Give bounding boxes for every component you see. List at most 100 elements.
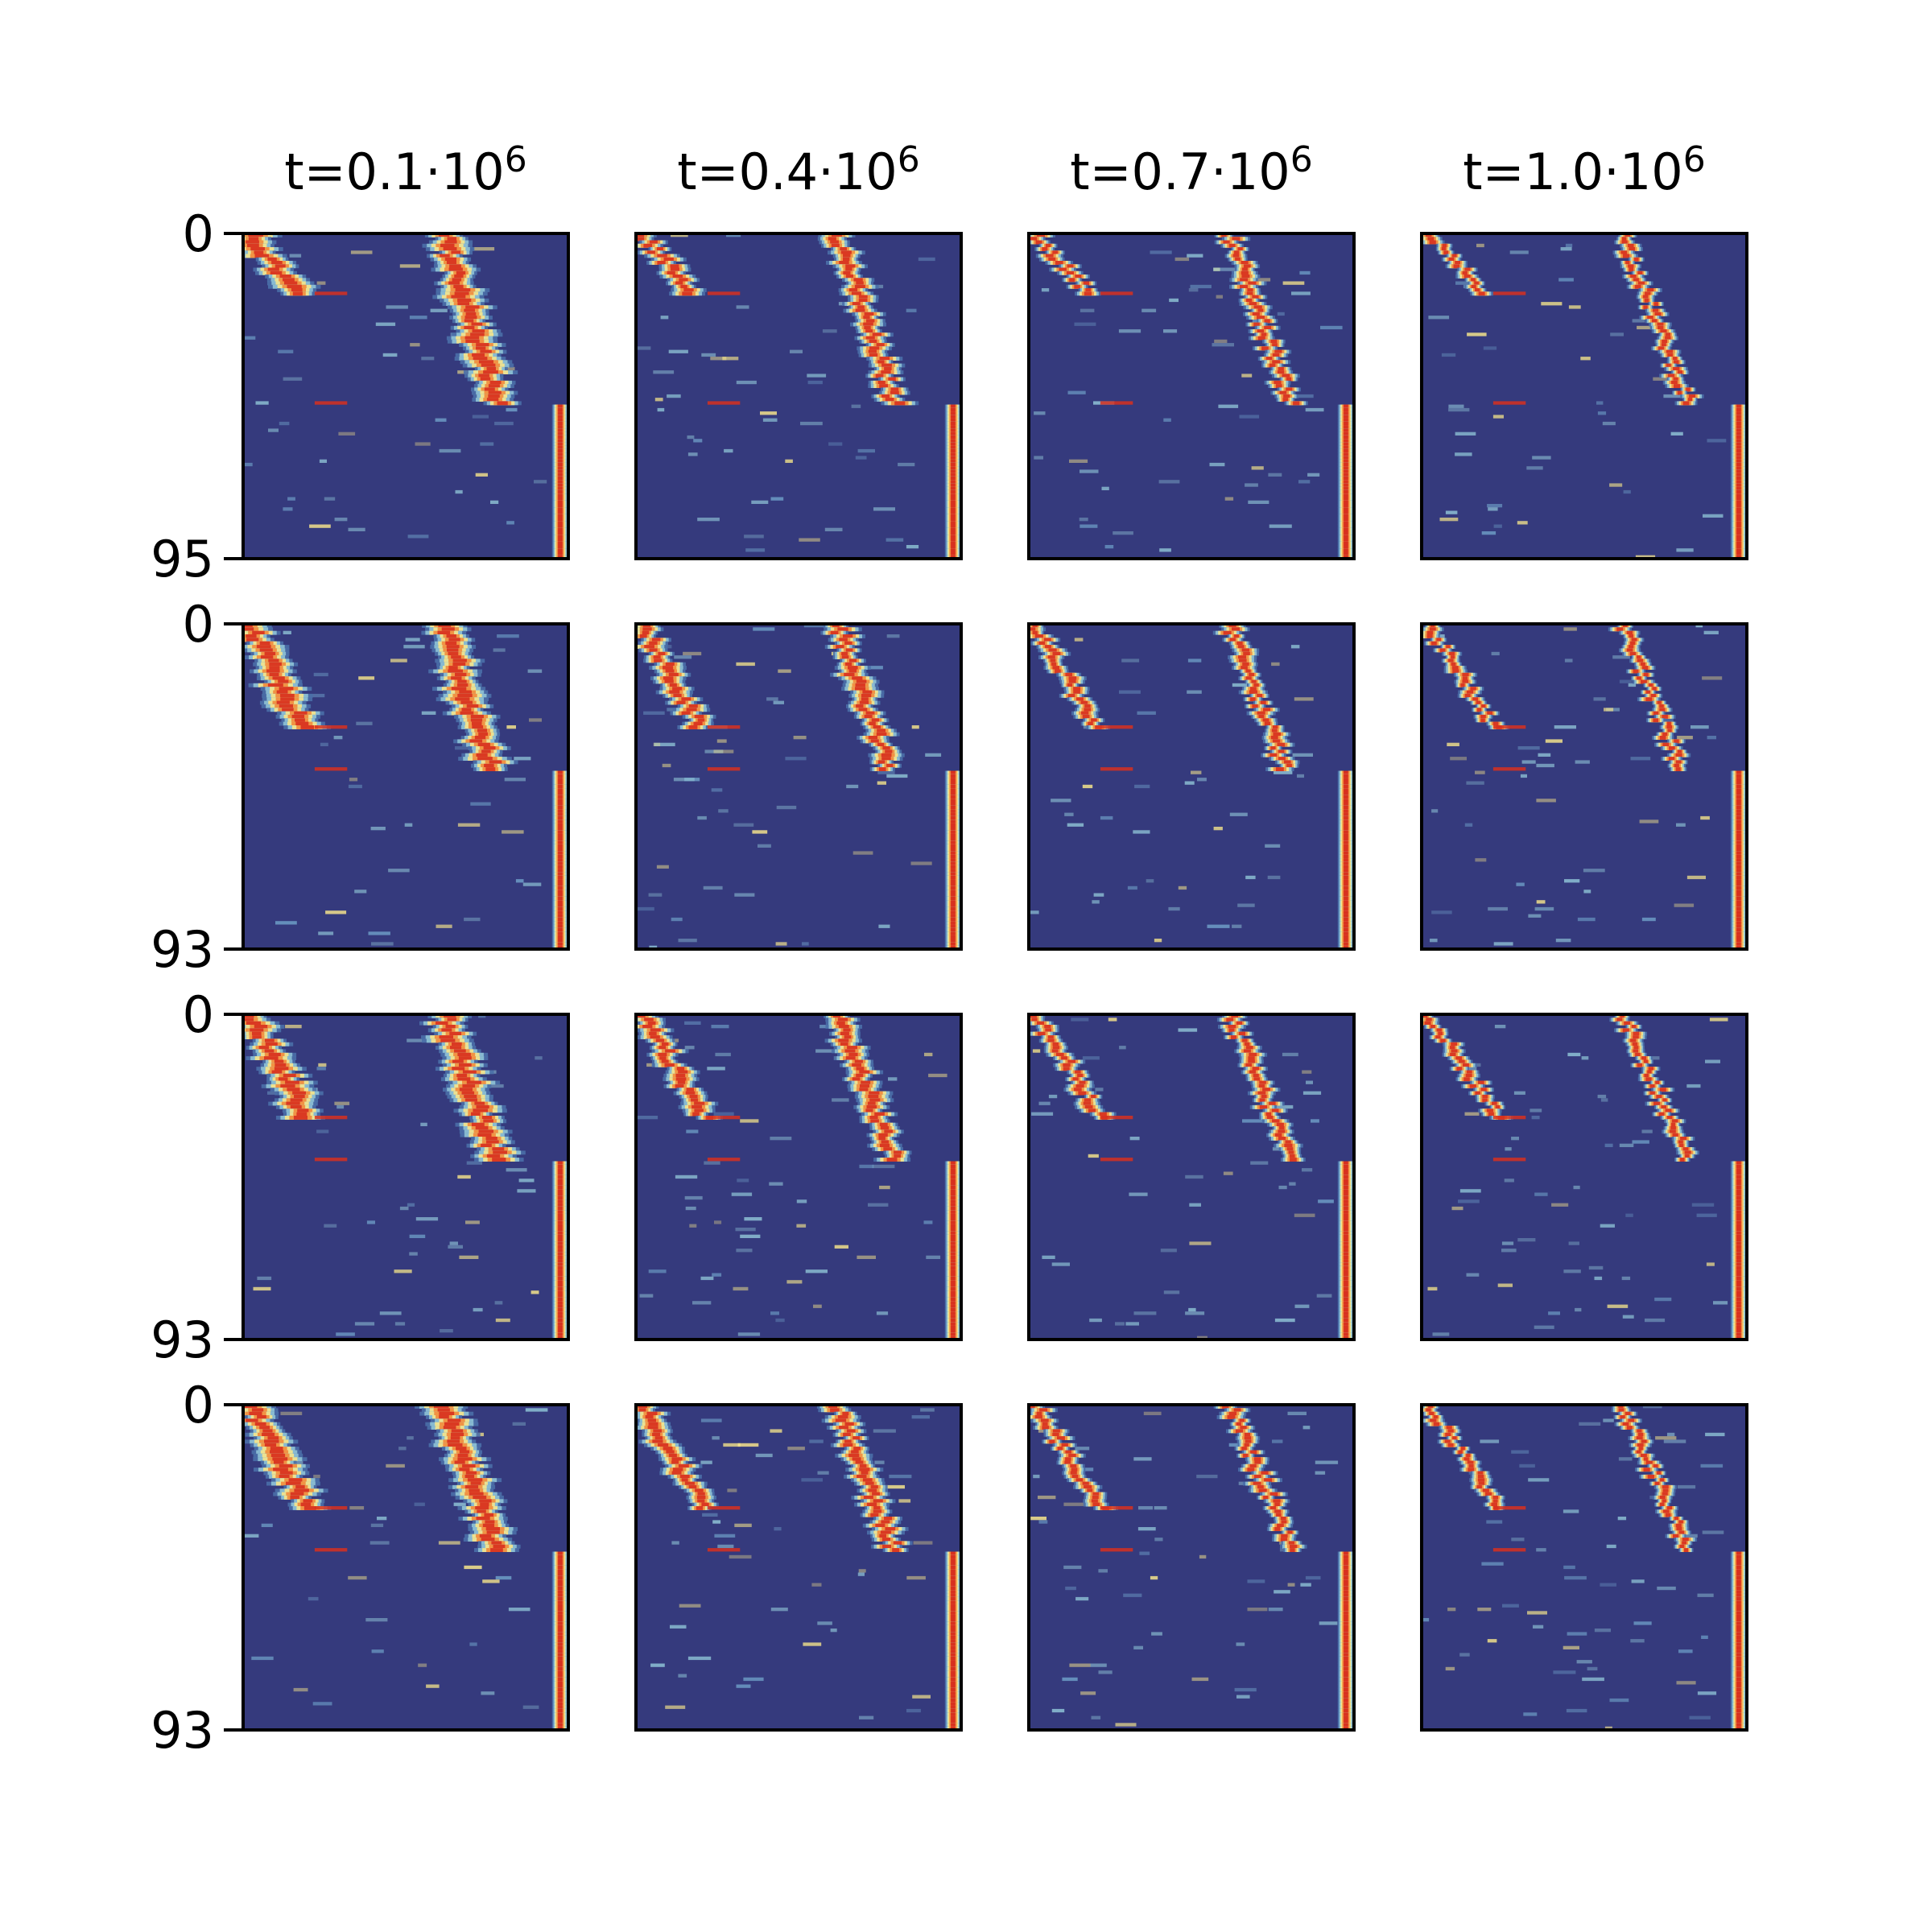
heatmap-cell — [558, 851, 563, 856]
heatmap-cell — [1633, 669, 1639, 674]
heatmap-cell — [951, 425, 956, 429]
heatmap-cell — [1344, 819, 1348, 824]
heatmap-cell — [1736, 510, 1741, 515]
heatmap-cell — [951, 538, 956, 543]
heatmap-cell — [951, 415, 956, 419]
heatmap-cell — [1565, 243, 1573, 248]
heatmap-cell — [1212, 343, 1234, 347]
heatmap-cell — [1093, 893, 1104, 897]
heatmap-cell — [1272, 739, 1281, 744]
heatmap-cell — [1671, 380, 1678, 385]
heatmap-cell — [762, 418, 778, 422]
heatmap-cell — [486, 366, 496, 371]
heatmap-cell — [558, 854, 563, 859]
heatmap-cell — [1667, 353, 1674, 357]
heatmap-cell — [1441, 247, 1447, 251]
heatmap-cell — [1286, 763, 1292, 768]
heatmap-cell — [951, 555, 956, 559]
heatmap-cell — [951, 935, 956, 939]
heatmap-cell — [455, 288, 471, 292]
heatmap-cell — [718, 809, 729, 813]
heatmap-cell — [254, 254, 270, 258]
heatmap-cell — [558, 462, 563, 467]
heatmap-cell — [1069, 278, 1075, 283]
heatmap-cell — [1069, 459, 1088, 463]
heatmap-cell — [1583, 890, 1591, 894]
heatmap-cell — [1257, 308, 1264, 313]
heatmap-cell — [672, 687, 683, 691]
heatmap-cell — [1650, 693, 1656, 698]
heatmap-cell — [1344, 469, 1348, 474]
heatmap-cell — [1736, 795, 1741, 799]
heatmap-cell — [1344, 480, 1348, 485]
heatmap-cell — [449, 264, 461, 269]
heatmap-cell — [1187, 658, 1202, 663]
heatmap-cell — [260, 655, 274, 659]
heatmap-cell — [1634, 284, 1641, 289]
panel-frame — [242, 232, 570, 560]
heatmap-cell — [865, 329, 873, 333]
heatmap-cell — [1493, 524, 1502, 528]
heatmap-cell — [1475, 770, 1485, 774]
heatmap-cell — [1344, 442, 1348, 447]
heatmap-cell — [1080, 524, 1098, 528]
heatmap-cell — [951, 819, 956, 824]
heatmap-cell — [1429, 627, 1436, 632]
heatmap-cell — [671, 917, 683, 922]
heatmap-cell — [1604, 708, 1614, 712]
heatmap-cell — [1736, 548, 1741, 553]
heatmap-cell — [844, 641, 852, 646]
heatmap-cell — [558, 504, 563, 508]
heatmap-cell — [653, 742, 661, 746]
heatmap-cell — [558, 924, 563, 929]
heatmap-cell — [558, 837, 563, 841]
heatmap-cell — [439, 448, 461, 453]
heatmap-cell — [1620, 250, 1628, 255]
heatmap-cell — [478, 360, 493, 365]
heatmap-cell — [1436, 638, 1441, 642]
heatmap-cell — [1667, 729, 1672, 733]
heatmap-cell — [1426, 630, 1434, 635]
heatmap-cell — [275, 921, 297, 925]
heatmap-cell — [1232, 627, 1240, 632]
heatmap-cell — [1253, 322, 1260, 327]
heatmap-cell — [1616, 627, 1624, 632]
heatmap-cell — [871, 718, 880, 723]
heatmap-cell — [558, 921, 563, 926]
heatmap-cell — [951, 945, 956, 949]
heatmap-cell — [1265, 844, 1281, 848]
heatmap-cell — [254, 250, 264, 255]
heatmap-cell — [1536, 900, 1546, 904]
heatmap-cell — [875, 374, 884, 378]
heatmap-cell — [1080, 308, 1095, 312]
heatmap-cell — [464, 325, 475, 330]
heatmap-cell — [1344, 903, 1348, 908]
heatmap-cell — [657, 261, 666, 265]
heatmap-cell — [951, 805, 956, 810]
heatmap-cell — [1034, 456, 1043, 460]
heatmap-cell — [1272, 725, 1278, 729]
heatmap-cell — [1344, 945, 1348, 949]
heatmap-cell — [1163, 329, 1178, 333]
heatmap-cell — [1187, 254, 1203, 258]
heatmap-cell — [1067, 683, 1073, 687]
heatmap-cell — [951, 507, 956, 512]
heatmap-cell — [1191, 770, 1202, 774]
heatmap-cell — [1223, 630, 1232, 635]
heatmap-cell — [1344, 456, 1348, 460]
heatmap-cell — [830, 240, 839, 245]
heatmap-cell — [658, 651, 666, 656]
heatmap-cell — [316, 281, 326, 285]
heatmap-cell — [451, 295, 466, 299]
heatmap-cell — [1232, 237, 1241, 242]
heatmap-cell — [1234, 250, 1240, 255]
heatmap-cell — [421, 711, 436, 715]
heatmap-cell — [1076, 697, 1084, 702]
heatmap-cell — [736, 305, 749, 309]
heatmap-cell — [1298, 480, 1311, 484]
heatmap-cell — [464, 336, 480, 341]
heatmap-cell — [1294, 394, 1314, 398]
heatmap-cell — [657, 254, 667, 258]
heatmap-cell — [951, 903, 956, 908]
heatmap-cell — [558, 555, 563, 559]
